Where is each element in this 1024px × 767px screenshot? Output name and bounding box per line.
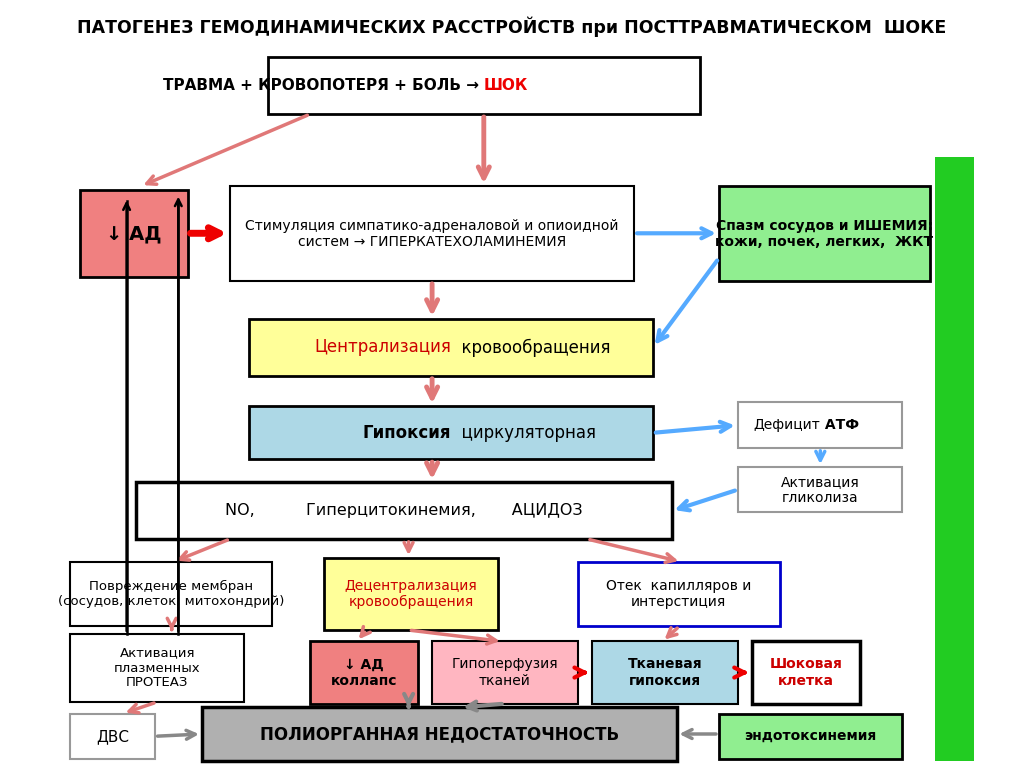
Text: Гипоперфузия
тканей: Гипоперфузия тканей bbox=[452, 657, 558, 688]
Text: ТРАВМА + КРОВОПОТЕРЯ + БОЛЬ →: ТРАВМА + КРОВОПОТЕРЯ + БОЛЬ → bbox=[163, 78, 483, 94]
FancyBboxPatch shape bbox=[267, 58, 700, 114]
FancyBboxPatch shape bbox=[752, 641, 860, 703]
Text: Активация
гликолиза: Активация гликолиза bbox=[780, 475, 859, 505]
Text: ↓ АД: ↓ АД bbox=[105, 224, 162, 243]
FancyBboxPatch shape bbox=[592, 641, 737, 703]
FancyBboxPatch shape bbox=[935, 157, 975, 761]
FancyBboxPatch shape bbox=[737, 403, 902, 448]
Text: Шоковая
клетка: Шоковая клетка bbox=[769, 657, 842, 688]
FancyBboxPatch shape bbox=[719, 713, 902, 759]
Text: Активация
плазменных
ПРОТЕАЗ: Активация плазменных ПРОТЕАЗ bbox=[114, 647, 201, 690]
Text: Отек  капилляров и
интерстиция: Отек капилляров и интерстиция bbox=[606, 579, 752, 609]
Text: Повреждение мембран
(сосудов, клеток, митохондрий): Повреждение мембран (сосудов, клеток, ми… bbox=[58, 580, 285, 608]
Text: Централизация: Централизация bbox=[314, 338, 451, 357]
Text: Стимуляция симпатико-адреналовой и опиоидной
систем → ГИПЕРКАТЕХОЛАМИНЕМИЯ: Стимуляция симпатико-адреналовой и опиои… bbox=[246, 219, 618, 249]
FancyBboxPatch shape bbox=[71, 561, 272, 627]
Text: ↓ АД
коллапс: ↓ АД коллапс bbox=[331, 657, 397, 688]
Text: эндотоксинемия: эндотоксинемия bbox=[744, 729, 877, 743]
FancyBboxPatch shape bbox=[324, 558, 498, 630]
Text: Тканевая
гипоксия: Тканевая гипоксия bbox=[628, 657, 702, 688]
FancyBboxPatch shape bbox=[230, 186, 634, 281]
FancyBboxPatch shape bbox=[737, 467, 902, 512]
Text: Дефицит: Дефицит bbox=[753, 418, 820, 433]
Text: ПОЛИОРГАННАЯ НЕДОСТАТОЧНОСТЬ: ПОЛИОРГАННАЯ НЕДОСТАТОЧНОСТЬ bbox=[260, 725, 618, 743]
FancyBboxPatch shape bbox=[249, 407, 653, 459]
FancyBboxPatch shape bbox=[578, 561, 780, 627]
FancyBboxPatch shape bbox=[136, 482, 672, 539]
Text: Гипоксия: Гипоксия bbox=[362, 424, 451, 442]
Text: Спазм сосудов и ИШЕМИЯ:
кожи, почек, легких,  ЖКТ: Спазм сосудов и ИШЕМИЯ: кожи, почек, лег… bbox=[716, 219, 934, 249]
FancyBboxPatch shape bbox=[249, 319, 653, 376]
Text: кровообращения: кровообращения bbox=[451, 338, 610, 357]
Text: АТФ: АТФ bbox=[820, 418, 859, 433]
Text: ДВС: ДВС bbox=[96, 729, 129, 744]
Text: ШОК: ШОК bbox=[483, 78, 528, 94]
FancyBboxPatch shape bbox=[202, 707, 677, 761]
Text: Децентрализация
кровообращения: Децентрализация кровообращения bbox=[344, 579, 477, 609]
FancyBboxPatch shape bbox=[71, 713, 155, 759]
FancyBboxPatch shape bbox=[432, 641, 578, 703]
FancyBboxPatch shape bbox=[80, 190, 187, 278]
FancyBboxPatch shape bbox=[719, 186, 931, 281]
FancyBboxPatch shape bbox=[71, 634, 244, 702]
Text: NO,          Гиперцитокинемия,       АЦИДОЗ: NO, Гиперцитокинемия, АЦИДОЗ bbox=[225, 503, 583, 518]
FancyBboxPatch shape bbox=[310, 641, 418, 703]
Text: ПАТОГЕНЕЗ ГЕМОДИНАМИЧЕСКИХ РАССТРОЙСТВ при ПОСТТРАВМАТИЧЕСКОМ  ШОКЕ: ПАТОГЕНЕЗ ГЕМОДИНАМИЧЕСКИХ РАССТРОЙСТВ п… bbox=[78, 17, 946, 37]
Text: циркуляторная: циркуляторная bbox=[451, 424, 596, 442]
